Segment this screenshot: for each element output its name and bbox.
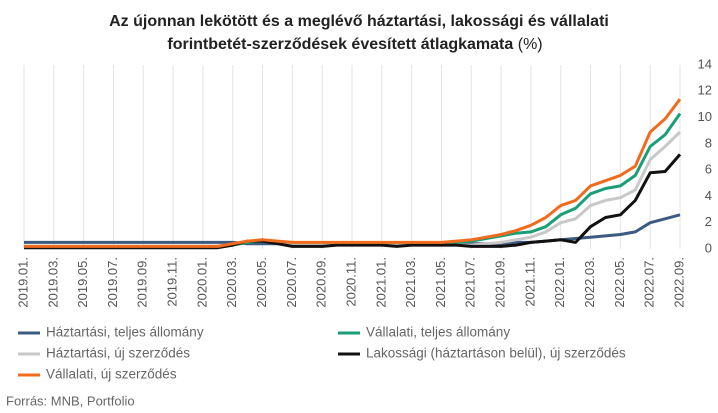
- x-tick-label: 2019.11.: [165, 257, 180, 307]
- x-tick-label: 2022.07.: [642, 257, 657, 308]
- x-tick-label: 2020.01.: [194, 257, 209, 308]
- x-tick-label: 2022.09.: [671, 257, 686, 308]
- y-tick-label: 10: [698, 109, 712, 124]
- x-tick-label: 2020.11.: [343, 257, 358, 307]
- x-tick-label: 2019.03.: [45, 257, 60, 308]
- legend-label: Vállalati, új szerződés: [46, 367, 177, 382]
- x-tick-label: 2020.07.: [284, 257, 299, 308]
- x-tick-label: 2019.09.: [135, 257, 150, 308]
- x-tick-label: 2021.09.: [493, 257, 508, 308]
- x-tick-label: 2019.01.: [15, 257, 30, 308]
- legend-label: Vállalati, teljes állomány: [366, 325, 510, 340]
- x-tick-label: 2020.03.: [224, 257, 239, 308]
- x-tick-label: 2022.03.: [582, 257, 597, 308]
- legend-label: Lakossági (háztartáson belül), új szerző…: [366, 346, 626, 361]
- source: Forrás: MNB, Portfolio: [6, 393, 135, 408]
- x-tick-label: 2021.05.: [433, 257, 448, 308]
- chart-title: Az újonnan lekötött és a meglévő háztart…: [109, 13, 609, 30]
- x-tick-label: 2019.07.: [105, 257, 120, 308]
- x-tick-label: 2019.05.: [75, 257, 90, 308]
- legend-label: Háztartási, teljes állomány: [46, 325, 204, 340]
- x-tick-label: 2022.05.: [612, 257, 627, 308]
- y-tick-label: 14: [698, 56, 712, 71]
- x-tick-label: 2020.05.: [254, 257, 269, 308]
- chart-title: forintbetét-szerződések évesített átlagk…: [167, 36, 542, 53]
- y-tick-label: 4: [705, 188, 712, 203]
- x-tick-label: 2020.09.: [314, 257, 329, 308]
- x-tick-label: 2021.11.: [522, 257, 537, 307]
- x-tick-label: 2022.01.: [552, 257, 567, 308]
- chart-title-line: forintbetét-szerződések évesített átlagk…: [167, 36, 513, 53]
- y-tick-label: 0: [705, 240, 712, 255]
- unit: (%): [518, 36, 543, 53]
- x-tick-label: 2021.01.: [373, 257, 388, 308]
- x-tick-label: 2021.07.: [463, 257, 478, 308]
- legend-label: Háztartási, új szerződés: [46, 346, 190, 361]
- x-tick-label: 2021.03.: [403, 257, 418, 308]
- y-tick-label: 12: [698, 83, 712, 98]
- y-tick-label: 6: [705, 162, 712, 177]
- y-tick-label: 8: [705, 135, 712, 150]
- series-line: [24, 98, 682, 248]
- y-tick-label: 2: [705, 214, 712, 229]
